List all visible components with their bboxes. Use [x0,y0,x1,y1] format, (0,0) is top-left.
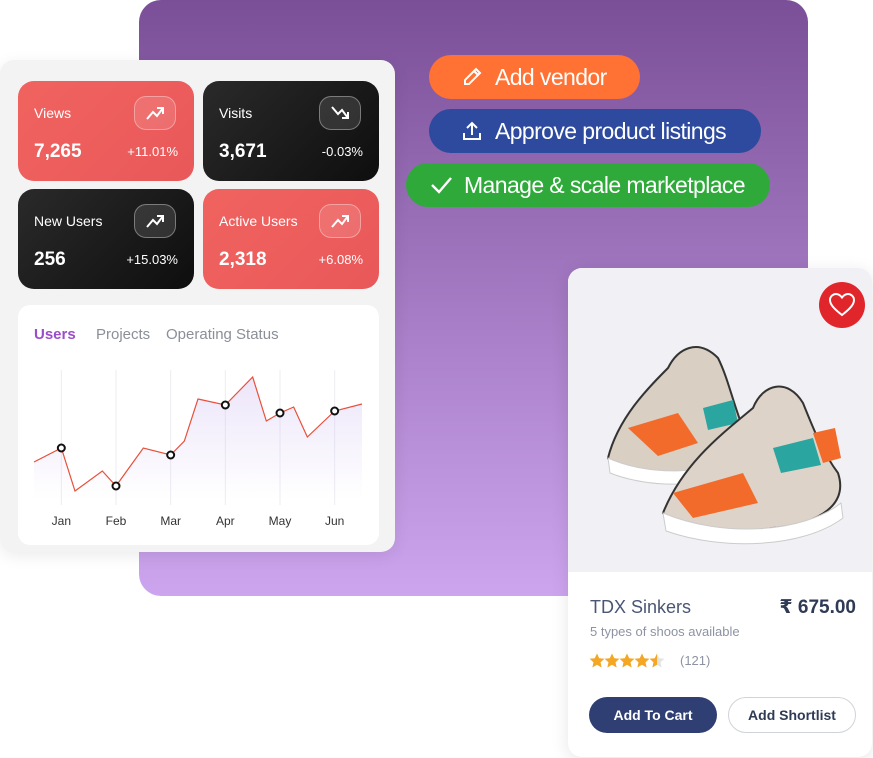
stat-change: -0.03% [321,144,363,159]
star-fill [649,653,657,668]
stat-change: +6.08% [318,252,363,267]
add-to-cart-button[interactable]: Add To Cart [589,697,717,733]
star [634,653,650,668]
product-subtitle: 5 types of shoos available [590,624,740,639]
action-text: Approve product listings [495,117,727,144]
product-name: TDX Sinkers [590,597,692,617]
action-pill: Manage & scale marketplace [406,163,770,207]
add-shortlist-button[interactable]: Add Shortlist [728,697,856,733]
product-image [568,268,872,572]
action-pill: Approve product listings [429,109,761,153]
stat-label: New Users [34,213,103,229]
stat-value: 7,265 [34,141,82,162]
star-fill [634,653,650,668]
star [619,653,635,668]
product-card: TDX Sinkers ₹ 675.00 5 types of shoos av… [568,268,872,757]
product-price: ₹ 675.00 [779,597,856,618]
rating-stars [589,653,665,668]
star [604,653,620,668]
star-fill [604,653,620,668]
stat-value: 2,318 [219,249,267,270]
stat-label: Visits [219,105,253,121]
stat-label: Views [34,105,72,121]
star-fill [589,653,605,668]
action-text: Add vendor [495,63,607,90]
trend-icon [134,204,176,238]
trend-icon [319,96,361,130]
trend-icon [134,96,176,130]
review-count: (121) [680,653,711,668]
star [589,653,605,668]
shoe-illustration [606,346,844,545]
stat-change: +15.03% [126,252,178,267]
stat-card: Visits 3,671 -0.03% [203,81,379,181]
stat-card: Views 7,265 +11.01% [18,81,194,181]
stat-value: 256 [34,249,66,270]
stat-value: 3,671 [219,141,267,162]
action-text: Manage & scale marketplace [464,171,746,198]
heart-icon [829,293,855,317]
action-icon [431,177,452,194]
stat-card: Active Users 2,318 +6.08% [203,189,379,289]
action-icon [464,67,482,85]
star-fill [619,653,635,668]
stat-label: Active Users [219,213,298,229]
stat-card: New Users 256 +15.03% [18,189,194,289]
favorite-button[interactable] [819,282,865,328]
stat-change: +11.01% [127,144,178,159]
star [649,653,665,668]
action-pill: Add vendor [429,55,640,99]
chart-card [18,305,379,545]
action-icon [463,121,481,140]
trend-icon [319,204,361,238]
